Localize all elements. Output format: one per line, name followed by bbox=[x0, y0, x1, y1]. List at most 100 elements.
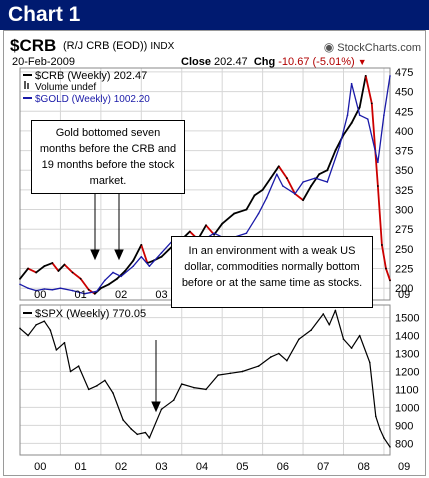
crb-line-segment bbox=[294, 192, 304, 202]
crb-line-segment bbox=[205, 224, 215, 236]
crb-line-segment bbox=[285, 177, 296, 195]
gold-data-point bbox=[366, 118, 369, 120]
crb-line-segment bbox=[326, 149, 337, 172]
crb-data-point bbox=[35, 271, 38, 274]
crb-data-point bbox=[71, 271, 74, 274]
spx-data-point bbox=[322, 313, 325, 315]
y-tick-label: 1000 bbox=[395, 402, 419, 414]
spx-data-point bbox=[379, 428, 381, 430]
spx-data-point bbox=[35, 323, 37, 326]
close-value: 202.47 bbox=[214, 56, 248, 68]
crb-data-point bbox=[205, 224, 207, 227]
gold-data-point bbox=[294, 193, 296, 195]
crb-line-segment bbox=[27, 267, 38, 274]
spx-data-point bbox=[375, 415, 377, 418]
close-label: Close bbox=[181, 56, 211, 68]
crb-line-segment bbox=[79, 277, 90, 291]
weak-dollar-callout: In an environment with a weak US dollar,… bbox=[171, 236, 373, 308]
gold-data-point bbox=[51, 288, 54, 291]
description-text: (R/J CRB (EOD)) bbox=[63, 40, 148, 52]
spx-data-point bbox=[27, 334, 29, 337]
x-tick-label: 08 bbox=[358, 461, 370, 473]
spx-data-point bbox=[148, 437, 151, 439]
crb-line-segment bbox=[302, 185, 313, 202]
crb-line-segment bbox=[269, 165, 280, 180]
x-tick-label: 01 bbox=[75, 289, 87, 301]
gold-data-point bbox=[275, 173, 278, 175]
gold-data-point bbox=[377, 161, 379, 164]
spx-data-point bbox=[160, 408, 163, 410]
spx-series-line bbox=[19, 309, 391, 448]
spx-data-point bbox=[383, 437, 385, 439]
volume-legend-label: Volume undef bbox=[35, 82, 96, 93]
gold-data-point bbox=[132, 265, 135, 267]
crb-line-segment bbox=[124, 259, 135, 272]
gold-data-point bbox=[358, 114, 361, 116]
spx-data-point bbox=[205, 388, 207, 391]
spx-data-point bbox=[269, 356, 272, 358]
gold-data-point bbox=[27, 287, 29, 290]
gold-data-point bbox=[96, 290, 98, 293]
crb-line-segment bbox=[63, 263, 74, 274]
gold-data-point bbox=[19, 283, 21, 286]
spx-data-point bbox=[172, 399, 175, 402]
chart-date: 20-Feb-2009 bbox=[12, 56, 75, 68]
gold-data-point bbox=[140, 255, 143, 258]
crb-data-point bbox=[350, 122, 353, 124]
crb-line-segment bbox=[116, 270, 127, 280]
gold-data-point bbox=[120, 275, 122, 278]
crb-data-point bbox=[57, 270, 60, 272]
crb-data-point bbox=[213, 233, 215, 236]
crb-line-segment bbox=[261, 177, 272, 191]
gold-data-point bbox=[383, 114, 385, 116]
x-tick-label: 02 bbox=[115, 461, 127, 473]
bottom-panel-border bbox=[19, 304, 391, 456]
x-tick-label: 06 bbox=[277, 461, 289, 473]
crb-line-segment bbox=[277, 165, 288, 180]
crb-line-segment bbox=[108, 277, 118, 286]
spx-legend-label: $SPX (Weekly) 770.05 bbox=[35, 308, 146, 320]
spx-data-point bbox=[77, 365, 80, 367]
spx-data-point bbox=[122, 419, 124, 421]
gold-data-point bbox=[346, 114, 349, 116]
volume-legend-icon bbox=[24, 81, 26, 89]
y-tick-label: 1500 bbox=[395, 313, 419, 325]
crb-data-point bbox=[381, 244, 383, 246]
crb-line-segment bbox=[376, 185, 383, 246]
y-tick-label: 1200 bbox=[395, 366, 419, 378]
crb-data-point bbox=[132, 259, 135, 262]
annotation-arrows bbox=[90, 191, 161, 413]
x-tick-label: 09 bbox=[398, 289, 410, 301]
crb-bottom-arrowhead bbox=[114, 249, 124, 261]
y-tick-label: 475 bbox=[395, 67, 413, 79]
gold-data-point bbox=[43, 288, 46, 290]
crb-data-point bbox=[245, 208, 248, 211]
gold-data-point bbox=[71, 289, 74, 292]
crb-data-point bbox=[108, 283, 110, 286]
gold-data-point bbox=[326, 181, 329, 183]
spx-data-point bbox=[69, 370, 72, 373]
volume-legend-icon-2 bbox=[27, 83, 29, 89]
crb-data-point bbox=[99, 287, 102, 290]
crb-data-point bbox=[43, 265, 46, 268]
spx-data-point bbox=[358, 334, 361, 337]
crb-data-point bbox=[27, 267, 29, 270]
spx-data-point bbox=[342, 338, 345, 340]
stockcharts-logo-icon: ◉ bbox=[323, 40, 335, 54]
gold-data-point bbox=[282, 185, 284, 187]
y-tick-label: 450 bbox=[395, 87, 413, 99]
crb-line-segment bbox=[364, 74, 373, 105]
crb-line-segment bbox=[370, 102, 379, 187]
crb-data-point bbox=[376, 185, 379, 187]
stock-bottom-arrowhead bbox=[151, 401, 161, 413]
chart-frame bbox=[3, 30, 426, 476]
spx-data-point bbox=[286, 359, 288, 362]
y-tick-label: 250 bbox=[395, 244, 413, 256]
y-tick-label: 400 bbox=[395, 126, 413, 138]
y-tick-layer: 200 225 250 275 300 325 350 375 400 425 450 475 800 9… bbox=[395, 67, 419, 450]
bottom-legend: $SPX (Weekly) 770.05 bbox=[23, 308, 146, 320]
gold-data-point bbox=[257, 212, 260, 215]
crb-data-point bbox=[79, 277, 82, 280]
crb-data-point bbox=[221, 222, 224, 225]
banner-title: Chart 1 bbox=[8, 3, 81, 26]
